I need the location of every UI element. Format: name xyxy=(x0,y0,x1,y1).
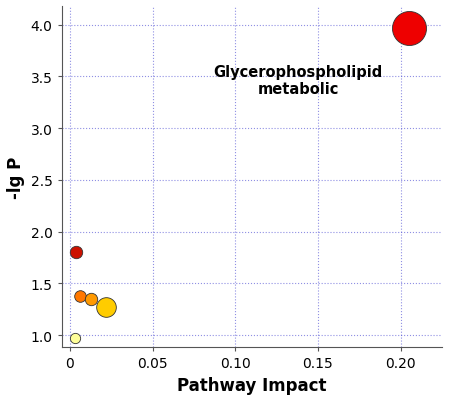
X-axis label: Pathway Impact: Pathway Impact xyxy=(177,376,326,394)
Point xyxy=(88,296,95,302)
Point xyxy=(76,293,84,299)
Point xyxy=(405,25,413,32)
Point xyxy=(71,335,79,342)
Y-axis label: -lg P: -lg P xyxy=(7,156,25,198)
Point xyxy=(103,304,110,310)
Text: Glycerophospholipid
metabolic: Glycerophospholipid metabolic xyxy=(213,65,383,97)
Point xyxy=(73,249,80,256)
